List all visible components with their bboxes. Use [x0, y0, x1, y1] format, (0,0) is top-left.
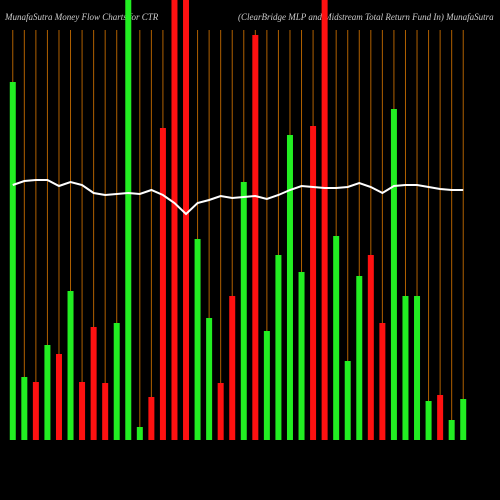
bar	[390, 109, 397, 440]
bar	[229, 296, 236, 440]
bar	[159, 128, 166, 440]
bar	[286, 135, 293, 440]
chart-title: MunafaSutra Money Flow Charts for CTR	[4, 12, 159, 22]
chart-subtitle: (ClearBridge MLP and Midstream Total Ret…	[238, 12, 494, 22]
bar	[9, 82, 16, 440]
bar	[252, 35, 259, 440]
bar	[263, 331, 270, 440]
bar	[448, 420, 455, 440]
bar	[171, 0, 178, 440]
bar	[240, 182, 247, 440]
bar	[402, 296, 409, 440]
bar	[460, 399, 467, 440]
bar	[414, 296, 421, 440]
bar	[136, 427, 143, 440]
line	[12, 179, 464, 216]
bar	[90, 327, 97, 440]
bar	[32, 382, 39, 440]
bar	[333, 236, 340, 440]
bar	[344, 361, 351, 440]
bar	[55, 354, 62, 440]
bar	[148, 397, 155, 440]
bar	[437, 395, 444, 440]
bar	[275, 255, 282, 440]
bar	[102, 383, 109, 440]
bar	[44, 345, 51, 440]
bar	[206, 318, 213, 440]
bar	[79, 382, 86, 440]
bar	[321, 0, 328, 440]
bar	[125, 0, 132, 440]
bar	[21, 377, 28, 440]
bar	[367, 255, 374, 440]
bar	[298, 272, 305, 440]
bar	[67, 291, 74, 440]
bar	[183, 0, 190, 440]
bar	[217, 383, 224, 440]
bar	[356, 276, 363, 440]
bar	[113, 323, 120, 440]
bar	[310, 126, 317, 440]
bar	[379, 323, 386, 440]
bar	[194, 239, 201, 440]
bar	[425, 401, 432, 440]
